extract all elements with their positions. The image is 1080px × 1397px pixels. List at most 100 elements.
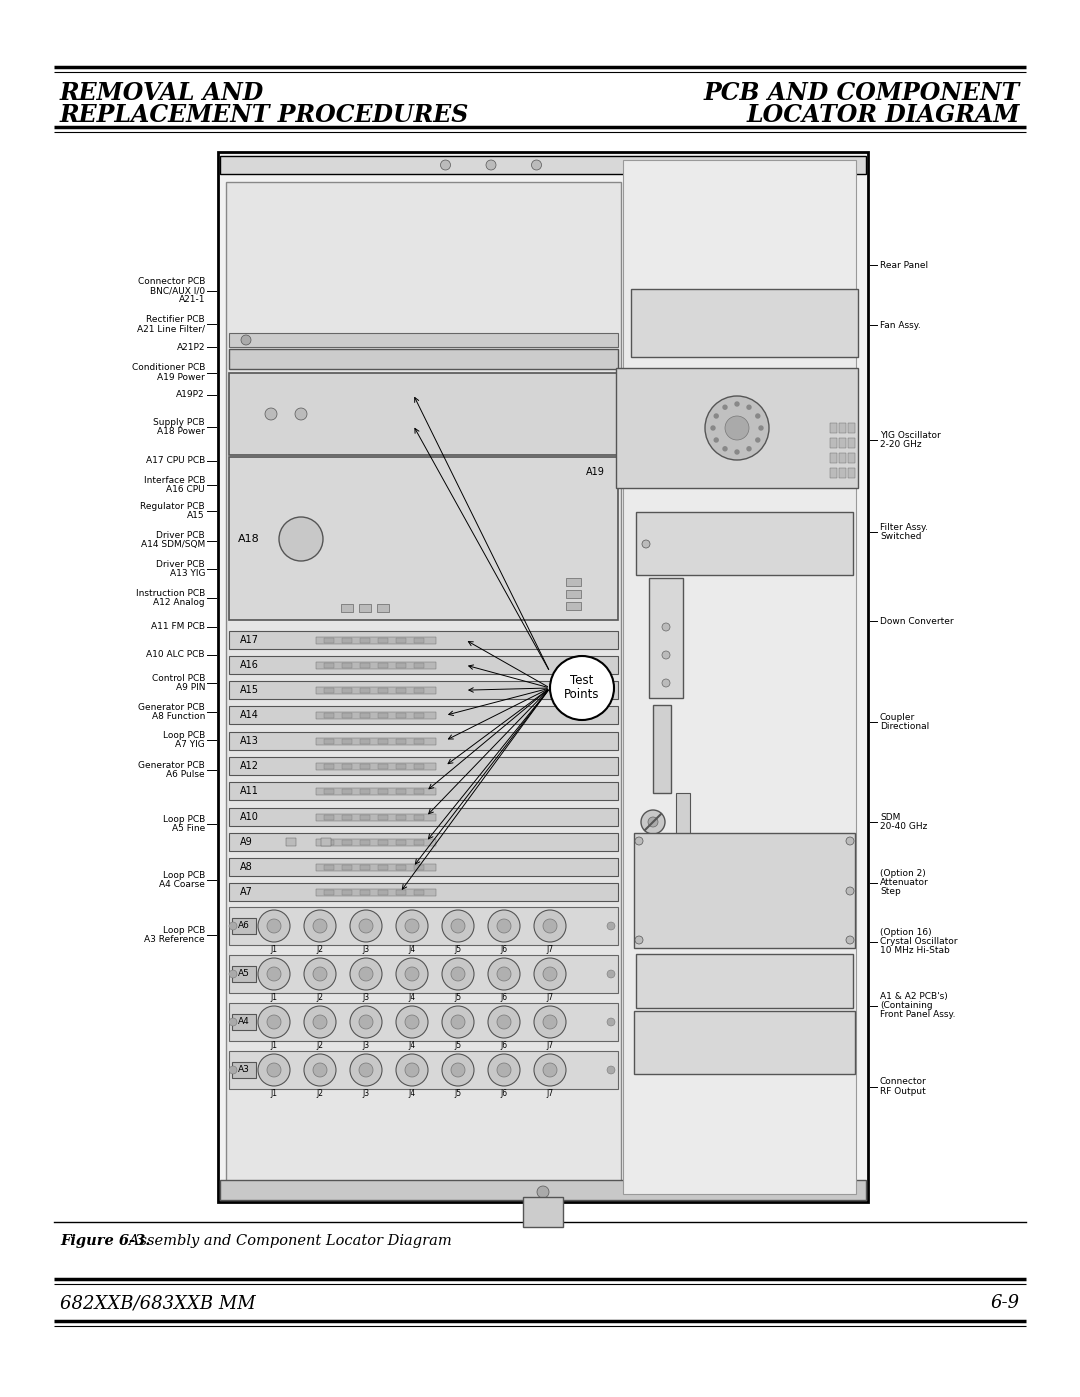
Text: 20-40 GHz: 20-40 GHz [880, 821, 928, 831]
Text: A18 Power: A18 Power [158, 427, 205, 436]
Text: Filter Assy.: Filter Assy. [880, 522, 928, 532]
Text: BNC/AUX I/0: BNC/AUX I/0 [150, 286, 205, 295]
Text: (Option 2): (Option 2) [880, 869, 926, 879]
Circle shape [662, 651, 670, 659]
Circle shape [759, 426, 762, 430]
Circle shape [267, 1063, 281, 1077]
Circle shape [846, 936, 854, 944]
Text: A5: A5 [238, 970, 249, 978]
Text: PCB AND COMPONENT: PCB AND COMPONENT [704, 81, 1020, 105]
Text: REMOVAL AND: REMOVAL AND [60, 81, 265, 105]
Bar [414, 814, 424, 820]
Circle shape [442, 1006, 474, 1038]
Bar [523, 1197, 563, 1227]
Text: A19P2: A19P2 [176, 390, 205, 400]
Circle shape [451, 1016, 465, 1030]
Bar [649, 578, 683, 698]
Circle shape [359, 1063, 373, 1077]
Circle shape [313, 967, 327, 981]
Bar [229, 349, 618, 369]
Bar [220, 156, 866, 175]
Text: Fan Assy.: Fan Assy. [880, 321, 921, 330]
Circle shape [303, 958, 336, 990]
Bar [631, 289, 858, 358]
Text: Loop PCB: Loop PCB [163, 870, 205, 880]
Text: J2: J2 [316, 1041, 324, 1051]
Text: J3: J3 [363, 1041, 369, 1051]
Text: Test: Test [570, 675, 594, 687]
Text: A21P2: A21P2 [176, 342, 205, 352]
Text: J4: J4 [408, 993, 416, 1002]
Text: A4: A4 [238, 1017, 249, 1027]
Bar [360, 689, 370, 693]
Circle shape [534, 1053, 566, 1085]
Text: A15: A15 [240, 685, 259, 696]
Bar [831, 453, 837, 462]
Text: J5: J5 [455, 1090, 461, 1098]
Bar [414, 637, 424, 643]
Bar [316, 865, 436, 872]
Text: A11: A11 [240, 787, 259, 796]
Bar [324, 739, 334, 743]
Text: Connector: Connector [880, 1077, 927, 1087]
Bar [232, 1062, 256, 1078]
Circle shape [241, 335, 251, 345]
Bar [396, 764, 406, 768]
Text: J2: J2 [316, 993, 324, 1002]
Circle shape [642, 810, 665, 834]
Bar [286, 838, 296, 845]
Circle shape [295, 408, 307, 420]
Bar [342, 890, 352, 895]
Bar [324, 789, 334, 795]
Bar [378, 814, 388, 820]
Bar [316, 838, 436, 845]
Text: Conditioner PCB: Conditioner PCB [132, 363, 205, 373]
Text: J7: J7 [546, 1041, 554, 1051]
Text: Assembly and Component Locator Diagram: Assembly and Component Locator Diagram [114, 1234, 451, 1248]
Text: Connector PCB: Connector PCB [137, 277, 205, 286]
Text: Loop PCB: Loop PCB [163, 926, 205, 936]
Text: J6: J6 [500, 1090, 508, 1098]
Bar [396, 789, 406, 795]
Text: Generator PCB: Generator PCB [138, 761, 205, 771]
Circle shape [258, 958, 291, 990]
Bar [229, 1003, 618, 1041]
Bar [839, 453, 846, 462]
Text: (Option 16): (Option 16) [880, 928, 932, 937]
Text: A11 FM PCB: A11 FM PCB [151, 622, 205, 631]
Circle shape [607, 970, 615, 978]
Text: J4: J4 [408, 1090, 416, 1098]
Circle shape [350, 958, 382, 990]
Text: A21 Line Filter/: A21 Line Filter/ [137, 324, 205, 334]
Bar [316, 712, 436, 719]
Text: A4 Coarse: A4 Coarse [159, 880, 205, 888]
Circle shape [705, 395, 769, 460]
Text: 2-20 GHz: 2-20 GHz [880, 440, 921, 448]
Text: Driver PCB: Driver PCB [157, 531, 205, 541]
Bar [218, 152, 868, 1201]
Text: A14: A14 [240, 711, 259, 721]
Circle shape [451, 1063, 465, 1077]
Text: (Containing: (Containing [880, 1002, 933, 1010]
Circle shape [229, 970, 237, 978]
Bar [229, 630, 618, 648]
Bar [414, 739, 424, 743]
Circle shape [303, 1006, 336, 1038]
Bar [342, 865, 352, 870]
Text: RF Output: RF Output [880, 1087, 926, 1095]
Bar [342, 637, 352, 643]
Circle shape [359, 919, 373, 933]
Text: J7: J7 [546, 1090, 554, 1098]
Text: J5: J5 [455, 1041, 461, 1051]
Circle shape [534, 1006, 566, 1038]
Text: A17: A17 [240, 634, 259, 644]
Text: A15: A15 [187, 511, 205, 520]
Bar [396, 865, 406, 870]
Text: A6 Pulse: A6 Pulse [166, 771, 205, 780]
Circle shape [350, 909, 382, 942]
Circle shape [488, 1006, 519, 1038]
Bar [229, 858, 618, 876]
Bar [316, 738, 436, 745]
Text: SDM: SDM [880, 813, 901, 821]
Circle shape [359, 967, 373, 981]
